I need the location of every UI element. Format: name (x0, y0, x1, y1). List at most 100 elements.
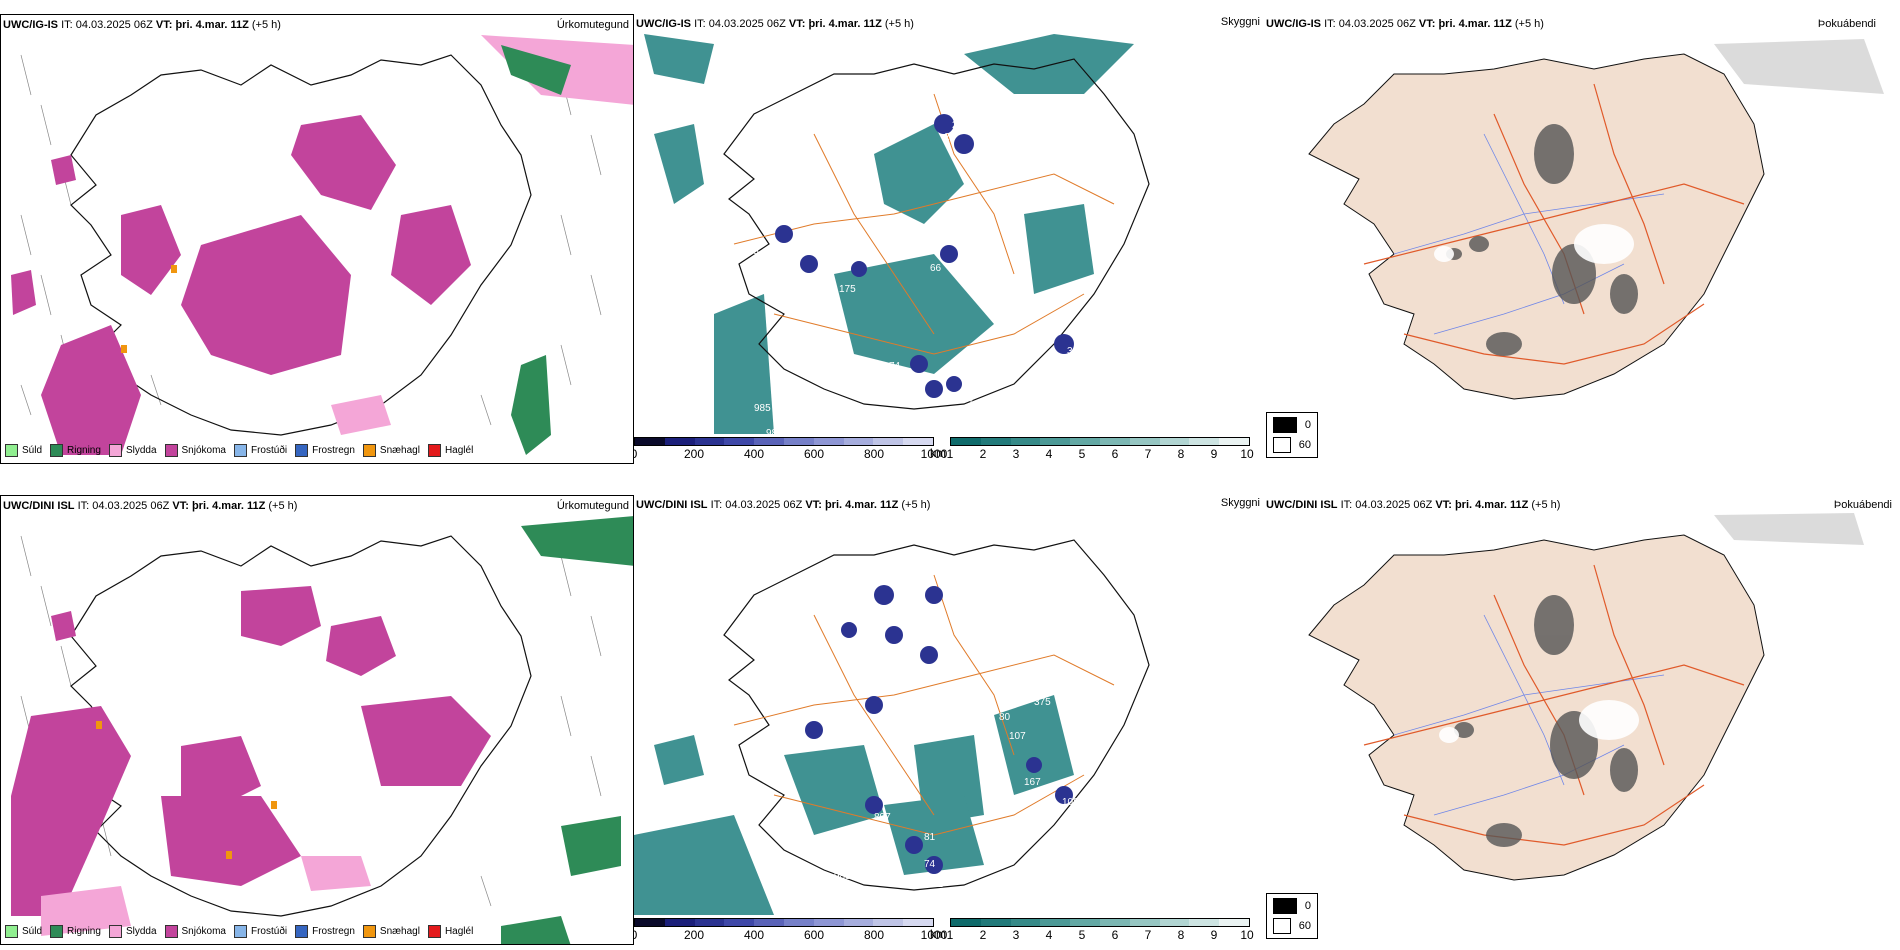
panel-title: Þokuábendi (1833, 499, 1892, 511)
swatch (362, 925, 376, 938)
legend-item-snow-pellets: Snæhagl (362, 444, 420, 457)
visibility-value-label: 87 (894, 645, 906, 656)
colorbar-ticks: 1 2 3 4 5 6 7 8 9 10 (946, 447, 1254, 461)
precip-legend: Súld Rigning Slydda Snjókoma Frostúði Fr… (5, 925, 473, 938)
visibility-value-label: 375 (1034, 697, 1051, 708)
visibility-value-label: 175 (839, 284, 856, 295)
visibility-value-label: 74 (924, 859, 936, 870)
swatch (5, 444, 18, 457)
colorbar-ramp (950, 437, 1250, 446)
colorbar-ticks: 02004006008001000 (634, 447, 948, 461)
visibility-value-label: 107 (1009, 731, 1026, 742)
swatch (362, 444, 376, 457)
legend-item-rain: Rigning (50, 444, 101, 457)
colorbar-ticks: 1 2 3 4 5 6 7 8 9 10 (946, 928, 1254, 942)
legend-item-freezing-rain: Frostregn (295, 925, 355, 938)
visibility-map-row2: UWC/DINI ISL IT: 04.03.2025 06Z VT: þri.… (634, 495, 1264, 945)
colorbar-unit: km (930, 927, 946, 941)
visibility-value-label: 41 (934, 719, 946, 730)
visibility-value-label: 167 (1024, 777, 1041, 788)
swatch (1273, 918, 1291, 934)
legend-item-freezing-rain: Frostregn (295, 444, 355, 457)
legend-item-drizzle: Súld (5, 444, 42, 457)
panel-title: Úrkomutegund (556, 500, 629, 512)
visibility-value-label: 231 (952, 120, 969, 131)
swatch (108, 444, 122, 457)
swatch (233, 444, 247, 457)
panel-title: Skyggni (1220, 497, 1260, 509)
legend-item-drizzle: Súld (5, 925, 42, 938)
visibility-value-label: 357 (974, 151, 991, 162)
visibility-value-label: 66 (930, 263, 942, 274)
map-header: UWC/IG-IS IT: 04.03.2025 06Z VT: þri. 4.… (1266, 18, 1544, 30)
visibility-value-label: 214 (874, 752, 891, 763)
map-header: UWC/DINI ISL IT: 04.03.2025 06Z VT: þri.… (636, 499, 931, 511)
fog-legend-item: 60 (1273, 437, 1311, 453)
visibility-colorbar: 1 2 3 4 5 6 7 8 9 10 km (930, 918, 1254, 942)
visibility-value-label: 59 (944, 877, 956, 888)
visibility-value-label: 897 (874, 812, 891, 823)
map-header: UWC/IG-IS IT: 04.03.2025 06Z VT: þri. 4.… (636, 18, 914, 30)
precip-legend: Súld Rigning Slydda Snjókoma Frostúði Fr… (5, 444, 473, 457)
visibility-map-canvas: 196 748 182 87 192 41 80 214 167 107 375 108 30 81 74 5… (634, 539, 1251, 915)
visibility-value-label: 182 (944, 667, 961, 678)
fog-indicator-map-row1: UWC/IG-IS IT: 04.03.2025 06Z VT: þri. 4.… (1264, 14, 1900, 464)
fog-map-canvas (1308, 513, 1864, 881)
map-header: UWC/IG-IS IT: 04.03.2025 06Z VT: þri. 4.… (3, 19, 281, 31)
cloud-base-colorbar: 02004006008001000 m (634, 918, 947, 942)
legend-item-hail: Haglél (427, 444, 473, 457)
legend-item-freezing-drizzle: Frostúði (233, 444, 287, 457)
cloud-base-colorbar: 02004006008001000 m (634, 437, 948, 461)
panel-title: Skyggni (1220, 16, 1260, 28)
map-header: UWC/DINI ISL IT: 04.03.2025 06Z VT: þri.… (1266, 499, 1561, 511)
swatch (295, 444, 309, 457)
visibility-value-label: 32 (966, 196, 978, 207)
visibility-value-label: 295 (742, 246, 759, 257)
visibility-value-label: 361 (1234, 857, 1251, 868)
panel-title: Úrkomutegund (556, 19, 629, 31)
swatch (427, 444, 441, 457)
swatch (295, 925, 309, 938)
visibility-value-label: 748 (954, 602, 971, 613)
visibility-value-label: 61 (932, 879, 944, 890)
swatch (164, 444, 178, 457)
visibility-value-label: 196 (896, 605, 913, 616)
swatch (108, 925, 122, 938)
swatch (1273, 417, 1297, 433)
visibility-value-label: 80 (999, 712, 1011, 723)
fog-indicator-map-row2: UWC/DINI ISL IT: 04.03.2025 06Z VT: þri.… (1264, 495, 1900, 945)
swatch (5, 925, 18, 938)
legend-item-snow: Snjókoma (164, 925, 226, 938)
swatch (1273, 898, 1297, 914)
visibility-value-label: 74 (889, 361, 901, 372)
visibility-value-label: 985 (834, 871, 851, 882)
fog-legend-row1: 0 60 (1266, 412, 1318, 458)
precip-type-map-row1: UWC/IG-IS IT: 04.03.2025 06Z VT: þri. 4.… (0, 14, 634, 464)
legend-item-sleet: Slydda (108, 444, 157, 457)
visibility-map-row1: UWC/IG-IS IT: 04.03.2025 06Z VT: þri. 4.… (634, 14, 1264, 464)
swatch (164, 925, 178, 938)
visibility-value-label: 879 (794, 390, 811, 401)
visibility-value-label: 312 (774, 263, 791, 274)
visibility-value-label: 26 (944, 132, 956, 143)
legend-item-hail: Haglél (427, 925, 473, 938)
visibility-value-label: 984 (766, 428, 783, 434)
legend-item-sleet: Slydda (108, 925, 157, 938)
swatch (427, 925, 441, 938)
legend-item-rain: Rigning (50, 925, 101, 938)
visibility-value-label: 34 (1067, 346, 1079, 357)
swatch (1273, 437, 1291, 453)
visibility-value-label: 81 (924, 832, 936, 843)
colorbar-ramp (950, 918, 1250, 927)
swatch (50, 925, 64, 938)
colorbar-unit: km (930, 446, 946, 460)
panel-title: Þokuábendi (1817, 18, 1876, 30)
fog-legend-row2: 0 60 (1266, 893, 1318, 939)
colorbar-ramp (634, 918, 934, 927)
legend-item-freezing-drizzle: Frostúði (233, 925, 287, 938)
fog-legend-item: 60 (1273, 918, 1311, 934)
fog-legend-item: 0 (1273, 417, 1311, 433)
swatch (233, 925, 247, 938)
visibility-colorbar: 1 2 3 4 5 6 7 8 9 10 km (930, 437, 1254, 461)
